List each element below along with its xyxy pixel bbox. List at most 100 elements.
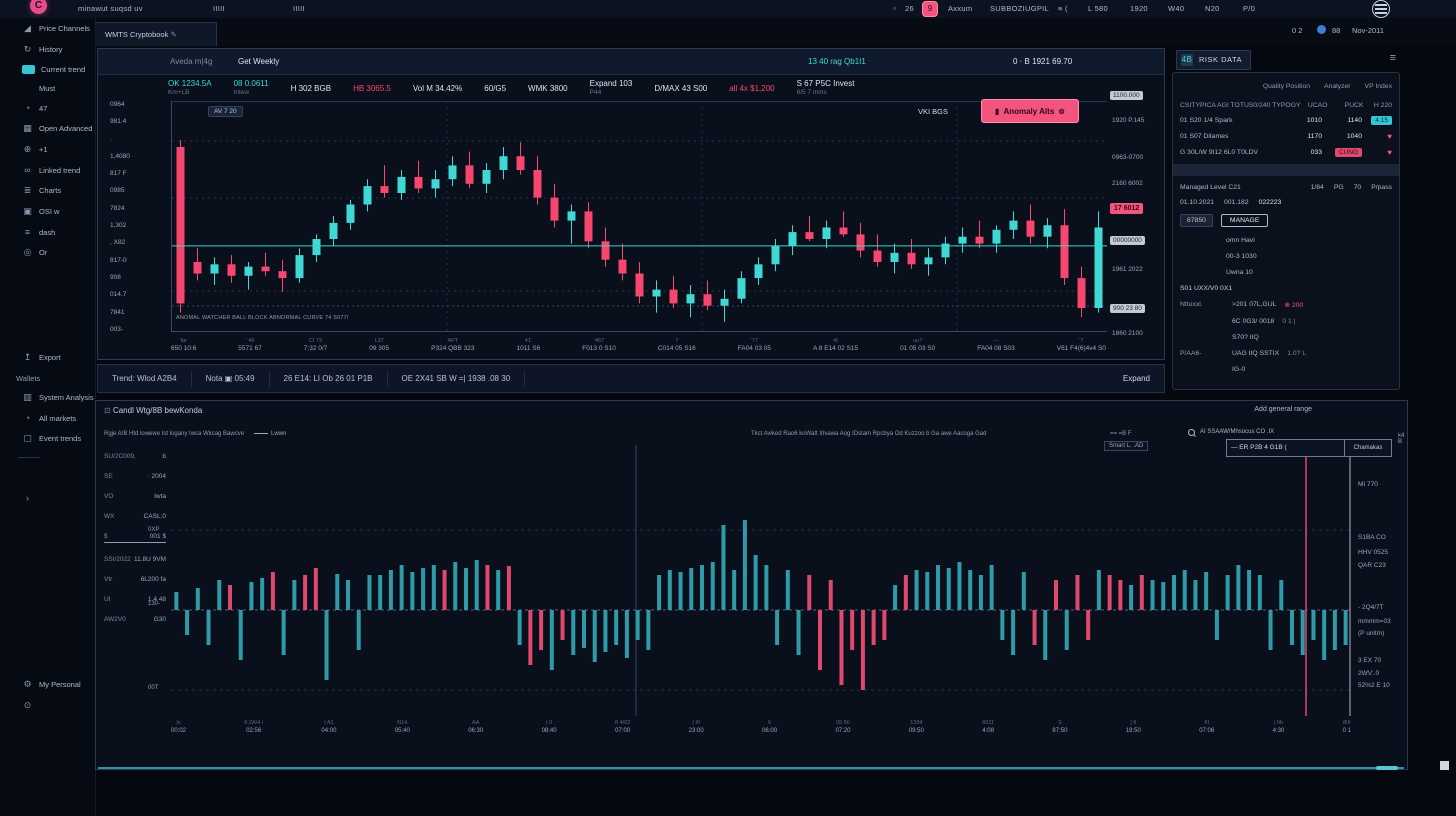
anomaly-alts-button[interactable]: ▮ Anomaly Alts ⊜ (981, 99, 1079, 123)
ohlc-stat: H 302 BGB (291, 84, 331, 93)
sidebar-item-all-markets[interactable]: ◔ All markets (0, 408, 95, 428)
risk-kv-row: 00-3 1030 (1226, 253, 1257, 260)
histogram-chart[interactable] (171, 445, 1351, 716)
risk-column-label[interactable]: Analyzer (1324, 83, 1351, 90)
tab-cryptobook[interactable]: WMTS Cryptobook ✎ (95, 22, 217, 46)
drop-icon[interactable]: ◦ (893, 3, 897, 13)
sidebar-item-event-trends[interactable]: ▢ Event trends (0, 428, 95, 449)
sidebar-item-my-personal[interactable]: ⚙ My Personal (0, 674, 95, 695)
x-tick-time: 01 05 03 S0 (900, 345, 936, 352)
current-price-badge[interactable]: 17 6012 (1110, 203, 1144, 214)
sidebar-item-export[interactable]: ↥ Export (0, 347, 95, 368)
ohlc-stat: Vol M 34.42% (413, 84, 462, 93)
x-tick-fragment: '467 (593, 338, 605, 344)
left-scale-label: 0964 (110, 101, 125, 108)
tab-risk-data[interactable]: 4B RISK DATA (1176, 50, 1251, 70)
histogram-x-label: S 87:50 (1052, 719, 1067, 735)
sidebar-item-price-channels[interactable]: ◢ Price Channels (0, 18, 95, 39)
stat-w40[interactable]: W40 (1168, 4, 1185, 13)
search-icon[interactable] (1188, 429, 1196, 437)
resize-corner[interactable] (1440, 761, 1449, 770)
candlestick-chart[interactable] (172, 101, 1107, 331)
sidebar-item-plus-one[interactable]: ⊕ +1 (0, 139, 95, 160)
stat-1920[interactable]: 1920 (1130, 4, 1148, 13)
sidebar-item-linked-trend[interactable]: ∞ Linked trend (0, 160, 95, 180)
sidebar-cursor[interactable]: › (0, 488, 95, 508)
notification-count[interactable]: 26 (905, 4, 914, 13)
detail-extra: ⊕ 200 (1284, 302, 1304, 309)
risk-row-v1: 1170 (1307, 133, 1322, 140)
stat-value: D/MAX 43 S00 (654, 83, 708, 93)
left-stat-value: 11.8U 9VM (133, 556, 166, 563)
managed-v1: 1/84 (1310, 184, 1324, 191)
heart-icon[interactable]: ♥ (1387, 148, 1392, 157)
sidebar-item-must[interactable]: Must (0, 79, 95, 98)
price-channels-icon: ◢ (24, 23, 31, 33)
avatar[interactable]: 9 (922, 1, 938, 17)
add-general-range-button[interactable]: Add general range (1254, 406, 1312, 413)
expand-button[interactable]: Expand (1122, 374, 1150, 383)
left-stat-value: Iwta (154, 493, 166, 500)
histogram-left-stats: SU/2C009, b SE · 2004 VO Iwta WX CASL:0 $001 $ SS… (104, 453, 166, 636)
sidebar-item-system-analysis[interactable]: ▥ System Analysis (0, 387, 95, 408)
value-badge: 4.15 (1371, 116, 1392, 125)
histogram-desc-right: Tkct Awked Rao6 koWatt IIIvawa Aog IDsta… (751, 431, 987, 437)
price-axis-label: 1920 P.145 (1112, 117, 1145, 124)
mini-badge[interactable]: 88 (1332, 26, 1341, 35)
ohlc-stat: 08 0.0611 Intew (234, 79, 269, 97)
candlestick-plot[interactable] (171, 101, 1107, 332)
sidebar-item-charts[interactable]: ≣ Charts (0, 180, 95, 201)
apps-grid-icon[interactable] (1372, 0, 1390, 18)
risk-table-row[interactable]: 01 S20 1/4 Spark 1010 1140 4.15 (1180, 116, 1392, 125)
chart-timeframe[interactable]: Get Weekly (238, 57, 280, 66)
sidebar-item-osi[interactable]: ▣ OSI w (0, 201, 95, 222)
sidebar-item-current-trend[interactable]: Current trend (0, 60, 95, 79)
risk-column-label[interactable]: Quality Position (1262, 83, 1311, 90)
left-stat-key: SE (104, 473, 113, 480)
sidebar-item-open-advanced[interactable]: ▦ Open Advanced (0, 118, 95, 139)
hamburger-menu-icon[interactable]: ≡ (1389, 52, 1396, 64)
idea-bulb-icon[interactable] (1317, 25, 1326, 34)
sidebar-item-or[interactable]: ◎ Or (0, 242, 95, 263)
left-scale-label: 981.4 (110, 118, 127, 126)
horizontal-scrollbar[interactable] (98, 766, 1404, 770)
risk-column-label[interactable]: VP Index (1364, 83, 1392, 90)
scrollbar-handle[interactable] (1376, 766, 1398, 770)
heart-icon[interactable]: ♥ (1387, 132, 1392, 141)
x-tick-fragment: | II (1130, 720, 1137, 726)
amount-input[interactable]: $001 $ (104, 533, 166, 543)
smart-chip[interactable]: Smart L. .AD (1104, 441, 1149, 451)
sidebar-item-g47[interactable]: ◔ 47 (0, 98, 95, 118)
histogram-plot[interactable] (171, 445, 1351, 716)
x-tick-fragment: L37 (374, 338, 384, 344)
stat-p0[interactable]: P/0 (1243, 4, 1256, 13)
code-button[interactable]: 67850 (1180, 214, 1213, 227)
subscriptions-menu[interactable]: SUBBOZIUGPIL (990, 4, 1050, 13)
sidebar-item-dash[interactable]: ≡ dash (0, 222, 95, 242)
sidebar-item-history[interactable]: ↻ History (0, 39, 95, 60)
mix-control[interactable]: ≡ ( (1058, 4, 1068, 13)
panel-icon[interactable]: ⊡ (104, 406, 111, 415)
menu-item-2[interactable]: IIIII (293, 4, 305, 13)
manage-button[interactable]: MANAGE (1220, 214, 1269, 227)
risk-table-row[interactable]: 01 S07 Ditames 1170 1040 ♥ (1180, 132, 1392, 141)
risk-table-row[interactable]: G 30L/W 9I12 6L0 T0LDV 033 CUNG ♥ (1180, 148, 1392, 157)
sidebar-item-power[interactable]: ⊙ (0, 695, 95, 716)
stat-l580[interactable]: L 580 (1088, 4, 1108, 13)
export-icon: ↥ (23, 352, 32, 362)
left-stat-row: SE · 2004 (104, 473, 166, 480)
x-tick-time: 07:00 (615, 728, 631, 734)
brand-name: minawut suqsd uv (78, 4, 143, 13)
edit-icon[interactable]: ✎ (170, 30, 177, 39)
chamakas-button[interactable]: Chamakas (1344, 439, 1392, 457)
stat-n20[interactable]: N20 (1205, 4, 1220, 13)
account-menu[interactable]: Axxum (948, 4, 973, 13)
mini-counter[interactable]: 0 2 (1292, 26, 1303, 35)
range-input[interactable]: — ER P2B 4 G1B ( (1226, 439, 1346, 457)
x-tick-time: A 8 E14 02 S15 (812, 345, 859, 352)
risk-row-v2: 1040 (1346, 133, 1362, 140)
menu-item-1[interactable]: IIIII (213, 4, 225, 13)
left-stat-row: VO Iwta (104, 493, 166, 500)
moving-average-chip[interactable]: AV 7 20 (208, 106, 243, 117)
brand-logo-icon[interactable]: C (30, 0, 47, 14)
